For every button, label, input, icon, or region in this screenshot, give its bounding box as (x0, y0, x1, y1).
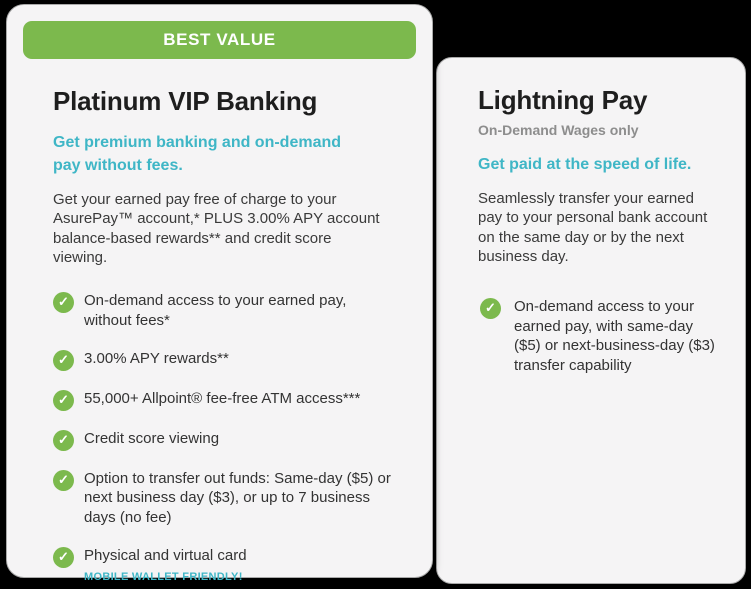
check-icon: ✓ (53, 389, 74, 411)
feature-item: ✓ Option to transfer out funds: Same-day… (53, 469, 394, 528)
right-card-body: Lightning Pay On-Demand Wages only Get p… (437, 86, 721, 376)
feature-note: MOBILE WALLET FRIENDLY! (84, 570, 243, 583)
left-card-tagline: Get premium banking and on-demand pay wi… (53, 133, 342, 174)
right-card-title: Lightning Pay (478, 85, 648, 115)
right-feature-list: ✓ On-demand access to your earned pay, w… (478, 297, 721, 376)
feature-text: Physical and virtual card MOBILE WALLET … (84, 546, 247, 584)
lightning-pay-card: Lightning Pay On-Demand Wages only Get p… (436, 57, 746, 584)
feature-item: ✓ Physical and virtual card MOBILE WALLE… (53, 546, 394, 584)
feature-text-main: Physical and virtual card (84, 546, 247, 564)
right-card-subtitle: On-Demand Wages only (478, 121, 639, 138)
feature-item: ✓ Credit score viewing (53, 429, 394, 451)
feature-item: ✓ 55,000+ Allpoint® fee-free ATM access*… (53, 389, 394, 411)
feature-text: 55,000+ Allpoint® fee-free ATM access*** (84, 389, 361, 407)
feature-item: ✓ On-demand access to your earned pay, w… (480, 297, 721, 376)
left-card-title: Platinum VIP Banking (53, 86, 318, 116)
left-feature-list: ✓ On-demand access to your earned pay, w… (53, 291, 394, 584)
feature-text: Option to transfer out funds: Same-day (… (84, 469, 391, 527)
platinum-vip-banking-card: BEST VALUE Platinum VIP Banking Get prem… (6, 4, 433, 583)
feature-text: 3.00% APY rewards** (84, 349, 229, 367)
check-icon: ✓ (480, 297, 501, 319)
right-card-description: Seamlessly transfer your earned pay to y… (478, 189, 708, 266)
feature-text: Credit score viewing (84, 429, 220, 447)
right-card-tagline: Get paid at the speed of life. (478, 155, 692, 173)
feature-item: ✓ 3.00% APY rewards** (53, 349, 394, 371)
check-icon: ✓ (53, 546, 74, 568)
check-icon: ✓ (53, 349, 74, 371)
check-icon: ✓ (53, 469, 74, 491)
check-icon: ✓ (53, 429, 74, 451)
feature-text: On-demand access to your earned pay, wit… (84, 291, 347, 329)
feature-text: On-demand access to your earned pay, wit… (514, 297, 715, 375)
feature-item: ✓ On-demand access to your earned pay, w… (53, 291, 394, 331)
left-card-description: Get your earned pay free of charge to yo… (53, 190, 380, 267)
best-value-badge: BEST VALUE (23, 21, 416, 59)
check-icon: ✓ (53, 291, 74, 313)
left-card-body: Platinum VIP Banking Get premium banking… (23, 59, 416, 584)
